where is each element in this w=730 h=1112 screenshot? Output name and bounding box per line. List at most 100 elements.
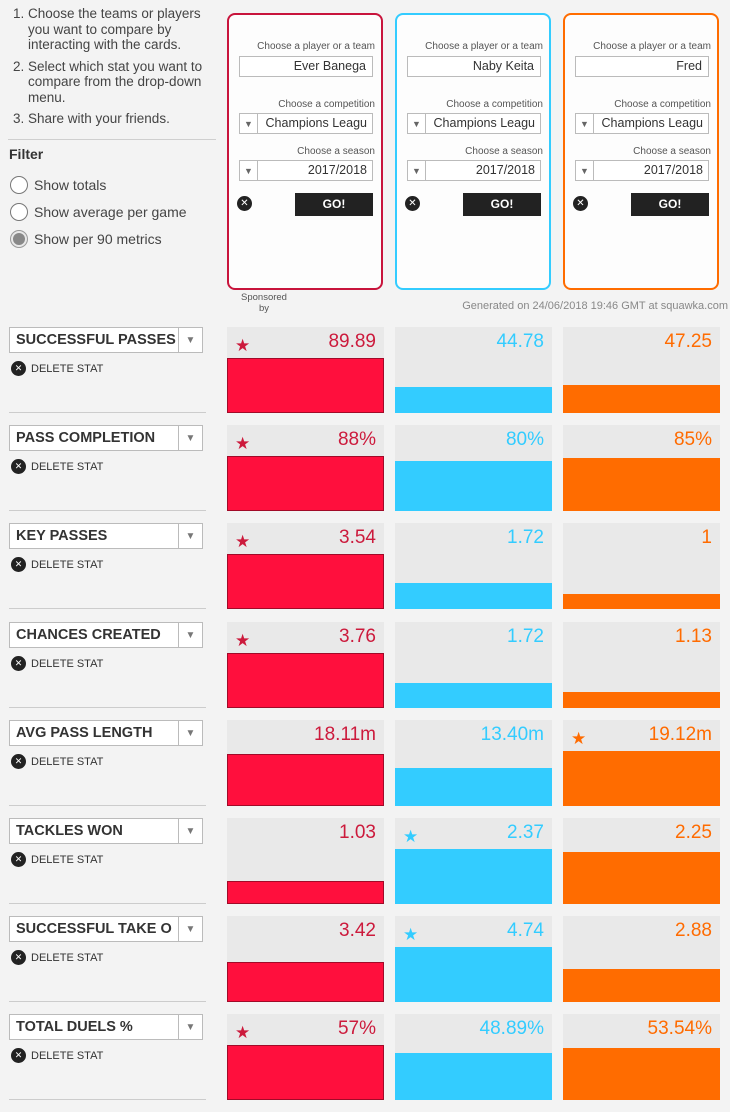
delete-stat-button[interactable]: ✕ DELETE STAT bbox=[11, 459, 103, 474]
season-value: 2017/2018 bbox=[643, 163, 703, 177]
stat-value-cell: 47.25 bbox=[563, 327, 720, 413]
stat-value-cell: ★ 88% bbox=[227, 425, 384, 511]
stat-select[interactable]: CHANCES CREATED ▼ bbox=[9, 622, 203, 648]
delete-stat-button[interactable]: ✕ DELETE STAT bbox=[11, 656, 103, 671]
delete-stat-button[interactable]: ✕ DELETE STAT bbox=[11, 852, 103, 867]
stat-bar bbox=[227, 881, 384, 904]
chevron-down-icon[interactable]: ▼ bbox=[576, 161, 594, 180]
season-label: Choose a season bbox=[633, 146, 711, 157]
stat-bar bbox=[395, 768, 552, 806]
stat-value-cell: 44.78 bbox=[395, 327, 552, 413]
chevron-down-icon[interactable]: ▼ bbox=[178, 917, 202, 941]
player-card[interactable]: Choose a player or a team Ever Banega Ch… bbox=[227, 13, 383, 290]
go-button[interactable]: GO! bbox=[631, 193, 709, 216]
star-icon: ★ bbox=[235, 1023, 251, 1042]
stat-select[interactable]: TOTAL DUELS % ▼ bbox=[9, 1014, 203, 1040]
chevron-down-icon[interactable]: ▼ bbox=[178, 328, 202, 352]
stat-value: 1.13 bbox=[675, 626, 712, 647]
delete-stat-button[interactable]: ✕ DELETE STAT bbox=[11, 950, 103, 965]
season-value: 2017/2018 bbox=[475, 163, 535, 177]
delete-stat-label: DELETE STAT bbox=[31, 657, 104, 670]
star-icon: ★ bbox=[235, 631, 251, 650]
player-card[interactable]: Choose a player or a team Naby Keita Cho… bbox=[395, 13, 551, 290]
chevron-down-icon[interactable]: ▼ bbox=[178, 1015, 202, 1039]
radio-button[interactable] bbox=[10, 176, 28, 194]
stat-value-cell: 1.13 bbox=[563, 622, 720, 708]
stat-value: 3.54 bbox=[339, 527, 376, 548]
radio-button[interactable] bbox=[10, 203, 28, 221]
stat-value-cell: ★ 3.76 bbox=[227, 622, 384, 708]
stat-bar bbox=[395, 387, 552, 413]
competition-select[interactable]: ▼ Champions Leagu bbox=[407, 113, 541, 134]
chevron-down-icon[interactable]: ▼ bbox=[178, 721, 202, 745]
stat-bar bbox=[227, 962, 384, 1002]
close-icon: ✕ bbox=[11, 361, 26, 376]
stat-value: 1.72 bbox=[507, 527, 544, 548]
divider bbox=[8, 139, 216, 140]
radio-show-totals[interactable]: Show totals bbox=[10, 176, 106, 194]
chevron-down-icon[interactable]: ▼ bbox=[178, 524, 202, 548]
season-select[interactable]: ▼ 2017/2018 bbox=[239, 160, 373, 181]
stat-value: 19.12m bbox=[648, 724, 712, 745]
stat-value: 4.74 bbox=[507, 920, 544, 941]
radio-button-selected[interactable] bbox=[10, 230, 28, 248]
stat-name: TOTAL DUELS % bbox=[16, 1019, 133, 1035]
close-icon: ✕ bbox=[11, 852, 26, 867]
season-select[interactable]: ▼ 2017/2018 bbox=[575, 160, 709, 181]
stat-select[interactable]: PASS COMPLETION ▼ bbox=[9, 425, 203, 451]
delete-stat-button[interactable]: ✕ DELETE STAT bbox=[11, 1048, 103, 1063]
chevron-down-icon[interactable]: ▼ bbox=[240, 114, 258, 133]
chevron-down-icon[interactable]: ▼ bbox=[408, 114, 426, 133]
chevron-down-icon[interactable]: ▼ bbox=[178, 623, 202, 647]
player-input[interactable]: Fred bbox=[575, 56, 709, 77]
radio-show-average[interactable]: Show average per game bbox=[10, 203, 187, 221]
stat-select[interactable]: TACKLES WON ▼ bbox=[9, 818, 203, 844]
stat-bar bbox=[563, 385, 720, 413]
stat-value-cell: ★ 4.74 bbox=[395, 916, 552, 1002]
competition-select[interactable]: ▼ Champions Leagu bbox=[575, 113, 709, 134]
season-select[interactable]: ▼ 2017/2018 bbox=[407, 160, 541, 181]
chevron-down-icon[interactable]: ▼ bbox=[408, 161, 426, 180]
stat-bar bbox=[395, 461, 552, 511]
player-input[interactable]: Ever Banega bbox=[239, 56, 373, 77]
stat-select[interactable]: KEY PASSES ▼ bbox=[9, 523, 203, 549]
radio-show-per-90[interactable]: Show per 90 metrics bbox=[10, 230, 162, 248]
go-button[interactable]: GO! bbox=[463, 193, 541, 216]
stat-select[interactable]: AVG PASS LENGTH ▼ bbox=[9, 720, 203, 746]
stat-bar bbox=[395, 849, 552, 904]
player-card[interactable]: Choose a player or a team Fred Choose a … bbox=[563, 13, 719, 290]
stat-bar bbox=[563, 852, 720, 904]
stat-name: SUCCESSFUL TAKE O bbox=[16, 921, 172, 937]
player-label: Choose a player or a team bbox=[425, 41, 543, 52]
clear-card-icon[interactable]: ✕ bbox=[573, 196, 588, 211]
delete-stat-button[interactable]: ✕ DELETE STAT bbox=[11, 361, 103, 376]
player-input[interactable]: Naby Keita bbox=[407, 56, 541, 77]
stat-select[interactable]: SUCCESSFUL TAKE O ▼ bbox=[9, 916, 203, 942]
delete-stat-label: DELETE STAT bbox=[31, 755, 104, 768]
stat-value-cell: 2.88 bbox=[563, 916, 720, 1002]
stat-value-cell: ★ 2.37 bbox=[395, 818, 552, 904]
chevron-down-icon[interactable]: ▼ bbox=[240, 161, 258, 180]
row-divider bbox=[9, 510, 206, 511]
chevron-down-icon[interactable]: ▼ bbox=[178, 426, 202, 450]
row-divider bbox=[9, 903, 206, 904]
close-icon: ✕ bbox=[11, 1048, 26, 1063]
stat-value-cell: 1.72 bbox=[395, 523, 552, 609]
star-icon: ★ bbox=[235, 434, 251, 453]
stat-value: 2.88 bbox=[675, 920, 712, 941]
go-button[interactable]: GO! bbox=[295, 193, 373, 216]
stat-bar bbox=[227, 358, 384, 413]
stat-value: 1 bbox=[701, 527, 712, 548]
delete-stat-button[interactable]: ✕ DELETE STAT bbox=[11, 557, 103, 572]
clear-card-icon[interactable]: ✕ bbox=[237, 196, 252, 211]
delete-stat-button[interactable]: ✕ DELETE STAT bbox=[11, 754, 103, 769]
stat-value-cell: ★ 57% bbox=[227, 1014, 384, 1100]
competition-select[interactable]: ▼ Champions Leagu bbox=[239, 113, 373, 134]
chevron-down-icon[interactable]: ▼ bbox=[178, 819, 202, 843]
clear-card-icon[interactable]: ✕ bbox=[405, 196, 420, 211]
delete-stat-label: DELETE STAT bbox=[31, 951, 104, 964]
stat-select[interactable]: SUCCESSFUL PASSES ▼ bbox=[9, 327, 203, 353]
chevron-down-icon[interactable]: ▼ bbox=[576, 114, 594, 133]
competition-label: Choose a competition bbox=[614, 99, 711, 110]
delete-stat-label: DELETE STAT bbox=[31, 853, 104, 866]
